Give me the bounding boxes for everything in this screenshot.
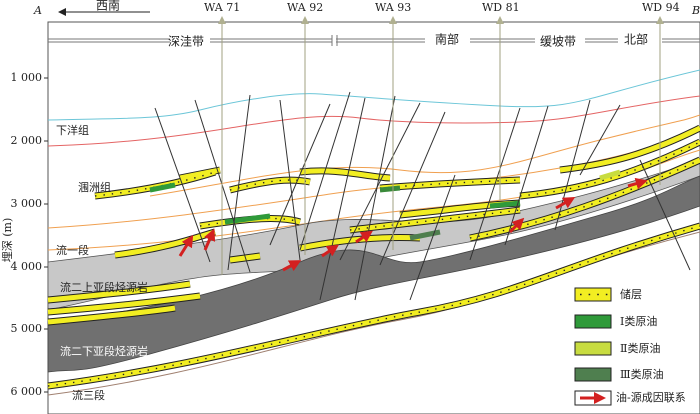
header: A B 西南 xyxy=(33,0,700,17)
legend-label: Ⅰ类原油 xyxy=(620,314,657,328)
zone-label: 南部 xyxy=(435,32,459,47)
formation-label: 流二上亚段烃源岩 xyxy=(60,280,148,294)
well-label: WA 93 xyxy=(375,1,411,14)
faults xyxy=(154,91,691,301)
tick-label: 3 000 xyxy=(11,197,43,210)
tick-label: 5 000 xyxy=(11,322,43,335)
wells xyxy=(221,22,661,275)
well-label: WD 94 xyxy=(642,1,680,14)
axis-tick-labels: 1 000 2 000 3 000 4 000 5 000 6 000 xyxy=(11,71,43,398)
well-label: WD 81 xyxy=(482,1,520,14)
well-label: WA 71 xyxy=(204,1,240,14)
well-label: WA 92 xyxy=(287,1,323,14)
oil-source-arrows xyxy=(178,177,648,272)
end-label: A xyxy=(33,4,42,17)
tick-label: 1 000 xyxy=(11,71,43,84)
formation-label: 流一段 xyxy=(56,243,89,257)
zone-label: 深洼带 xyxy=(168,35,204,49)
frame xyxy=(47,21,700,414)
legend-label: 油-源成因联系 xyxy=(616,390,686,404)
legend-label: Ⅲ类原油 xyxy=(620,367,664,381)
end-label: B xyxy=(691,4,700,17)
source-rock-lower xyxy=(47,175,700,373)
zone-label: 缓坡带 xyxy=(540,35,576,49)
legend: 储层 Ⅰ类原油 Ⅱ类原油 Ⅲ类原油 油-源成因联系 xyxy=(567,281,700,414)
formation-label: 流二下亚段烃源岩 xyxy=(60,344,148,358)
direction-label: 西南 xyxy=(96,0,120,13)
tick-label: 4 000 xyxy=(11,260,43,273)
axis-label: 埋深 (m) xyxy=(1,218,14,263)
zone-label: 北部 xyxy=(624,32,648,47)
formation-label: 下洋组 xyxy=(56,123,89,137)
tick-label: 2 000 xyxy=(11,134,43,147)
formation-label: 流三段 xyxy=(72,388,105,402)
axis-ticks xyxy=(44,77,48,393)
tick-label: 6 000 xyxy=(11,385,43,398)
zone-line xyxy=(48,35,700,46)
legend-label: Ⅱ类原油 xyxy=(620,341,660,355)
legend-label: 储层 xyxy=(620,287,642,301)
well-markers xyxy=(218,16,664,24)
formation-label: 涠洲组 xyxy=(78,180,111,194)
